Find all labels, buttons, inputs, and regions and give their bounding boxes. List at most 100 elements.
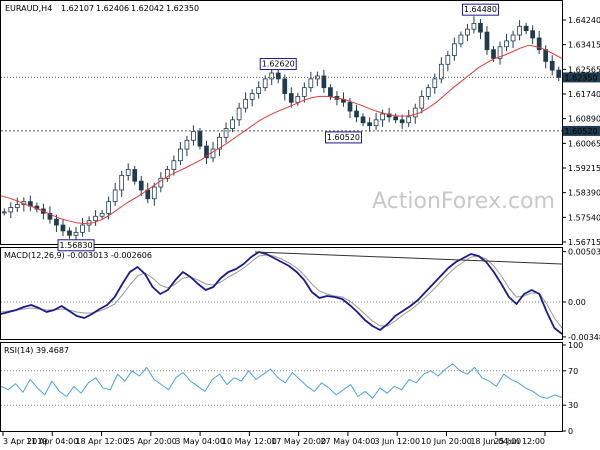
- price-axis-label: 1.56715: [568, 238, 600, 247]
- candle-body: [452, 43, 457, 56]
- price-plot: 1.62350 1.60520 1.64240 1.63415 1.62565 1.617…: [0, 3, 600, 252]
- time-axis-label: 10 Jun 20:00: [421, 437, 472, 446]
- candle-body: [262, 78, 268, 89]
- macd-panel-frame: [0, 247, 563, 340]
- candle-body: [191, 131, 196, 141]
- sma-line: [0, 44, 563, 225]
- candle-body: [256, 87, 262, 94]
- annotation-box: [259, 58, 297, 71]
- price-label-text: 1.62350: [564, 73, 597, 82]
- candle-body: [93, 215, 98, 222]
- candle-body: [360, 116, 366, 124]
- candle-body: [164, 169, 170, 179]
- candle-body: [73, 231, 79, 236]
- ohlc-low: 1.62042: [131, 4, 164, 13]
- macd-axis-label: 0.00: [568, 298, 586, 307]
- candle-body: [236, 107, 242, 121]
- candle-body: [471, 22, 477, 30]
- price-axis-label: 1.60890: [568, 115, 600, 124]
- candle-body: [438, 63, 444, 80]
- candle-body: [412, 107, 418, 118]
- rsi-axis-label: 100: [568, 341, 583, 350]
- price-axis-label: 1.57540: [568, 213, 600, 222]
- time-axis-label: 18 Apr 12:00: [75, 437, 127, 446]
- candle-body: [8, 207, 14, 213]
- candle-body: [510, 34, 516, 42]
- candle-body: [484, 31, 490, 51]
- time-axis-label: 3 May 04:00: [175, 437, 225, 446]
- candle-body: [210, 148, 216, 159]
- annotation-box: [461, 3, 499, 16]
- annotation-label: 1.56830: [59, 241, 92, 250]
- macd-trendline: [254, 251, 563, 265]
- candle-body: [465, 28, 470, 36]
- annotation-label: 1.60520: [327, 133, 360, 142]
- candle-body: [178, 148, 183, 162]
- candle-body: [491, 49, 496, 59]
- candle-body: [354, 110, 359, 118]
- annotation-label: 1.64480: [464, 5, 497, 14]
- candle-body: [171, 160, 177, 170]
- rsi-plot: 100 70 30 0: [0, 341, 583, 436]
- candle-body: [347, 101, 353, 112]
- candle-body: [543, 49, 549, 62]
- price-label-box: [563, 125, 600, 136]
- candle-body: [275, 72, 281, 80]
- time-axis-label: 11 Apr 04:00: [26, 437, 78, 446]
- ohlc-close: 1.62350: [166, 4, 199, 13]
- candle-body: [47, 212, 53, 220]
- candle-body: [60, 224, 66, 232]
- candle-body: [523, 25, 529, 32]
- candle-body: [151, 186, 157, 200]
- rsi-line: [0, 363, 563, 399]
- candle-body: [99, 212, 105, 217]
- candle-body: [54, 218, 59, 226]
- candle-body: [80, 224, 85, 233]
- time-axis-label: 3 Apr 2019: [3, 437, 47, 446]
- instrument-label: EURAUD,H4: [5, 4, 52, 13]
- rsi-axis-label: 0: [568, 427, 573, 436]
- candle-body: [504, 40, 509, 48]
- price-axis-label: 1.62565: [568, 65, 600, 74]
- candle-body: [288, 93, 294, 103]
- price-axis-label: 1.61740: [568, 90, 600, 99]
- candle-body: [217, 136, 222, 150]
- candle-body: [184, 139, 190, 150]
- candle-body: [269, 72, 275, 80]
- candle-body: [301, 87, 307, 97]
- candle-body: [197, 131, 203, 147]
- candle-body: [295, 96, 301, 103]
- candle-body: [380, 113, 385, 121]
- rsi-axis-label: 30: [568, 401, 578, 410]
- candle-body: [67, 230, 72, 236]
- candle-body: [1, 211, 7, 214]
- time-axis-label: 3 Jun 12:00: [374, 437, 420, 446]
- time-axis-label: 18 Jun 04:00: [470, 437, 521, 446]
- candle-body: [530, 30, 536, 39]
- candle-body: [282, 78, 288, 94]
- candle-body: [308, 78, 314, 89]
- time-axis-label: 25 Apr 20:00: [125, 437, 177, 446]
- ohlc-open: 1.62107: [61, 4, 94, 13]
- price-axis-label: 1.60065: [568, 139, 600, 148]
- annotation-box: [324, 131, 362, 144]
- candle-body: [138, 180, 144, 191]
- macd-axis-label: 0.005035: [568, 248, 600, 257]
- rsi-title: RSI(14) 39.4687: [4, 346, 69, 355]
- candle-body: [112, 189, 118, 203]
- candle-body: [425, 87, 431, 97]
- candle-body: [419, 96, 425, 109]
- annotation-label: 1.62620: [262, 60, 295, 69]
- time-axis-label: 25 Jun 12:00: [494, 437, 545, 446]
- price-panel-frame: [0, 0, 563, 245]
- candle-body: [478, 22, 483, 33]
- candle-body: [549, 60, 555, 71]
- candle-body: [243, 98, 248, 109]
- price-label-box: [563, 72, 600, 83]
- rsi-axis-label: 70: [568, 367, 578, 376]
- candle-body: [106, 201, 111, 214]
- macd-line: [0, 251, 563, 335]
